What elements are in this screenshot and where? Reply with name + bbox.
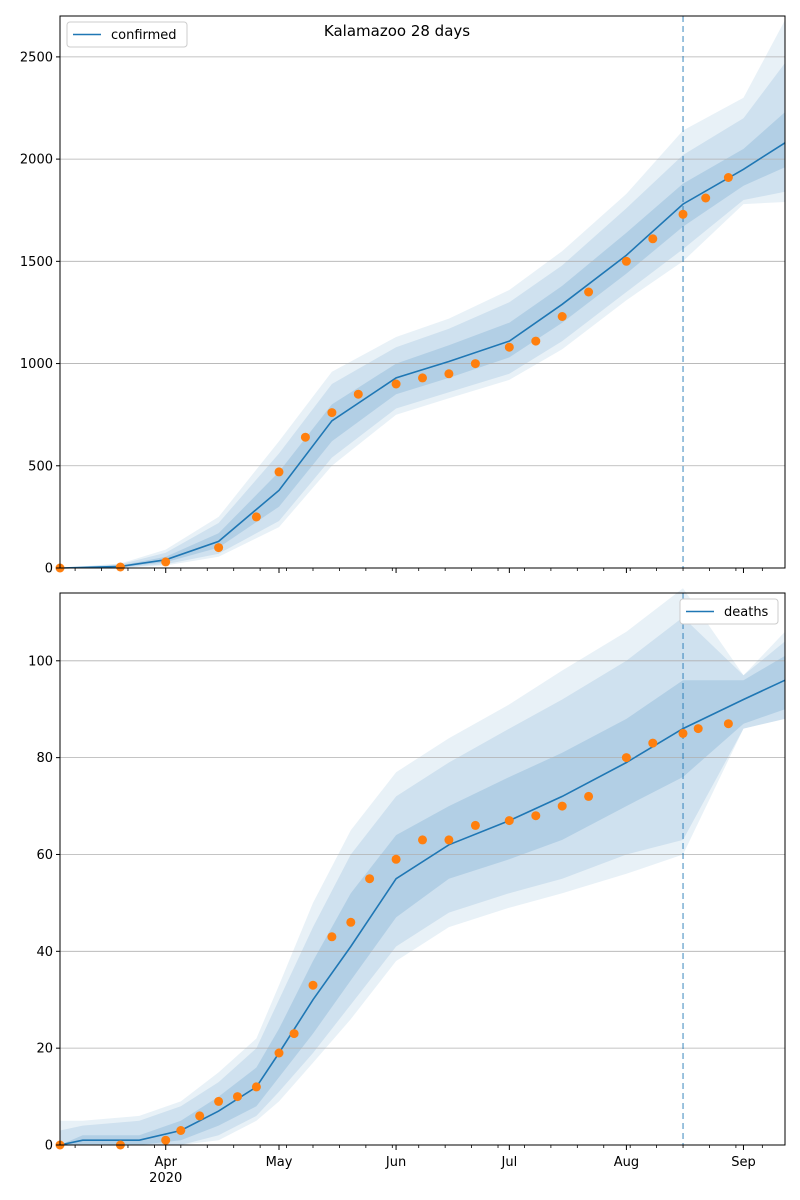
uncertainty-band-band-90-forecast <box>683 63 785 250</box>
observed-point <box>504 342 514 352</box>
observed-point <box>274 467 284 477</box>
uncertainty-band-band-50-fit <box>60 680 683 1145</box>
confirmed-observed-points <box>55 173 733 573</box>
observed-point <box>353 389 363 399</box>
observed-point <box>300 432 310 442</box>
confirmed-y-axis: 0 500 1000 1500 2000 2500 <box>20 50 60 577</box>
observed-point <box>723 173 733 182</box>
y-tick-label: 0 <box>45 1139 53 1154</box>
confirmed-panel: 0 500 1000 1500 2000 2500 Kalamazoo 28 days c… <box>20 15 786 577</box>
y-tick-label: 0 <box>45 562 53 577</box>
deaths-legend-box <box>679 598 779 625</box>
observed-point <box>678 209 688 219</box>
deaths-model-line <box>59 679 786 1146</box>
observed-point <box>161 557 171 567</box>
observed-point <box>470 359 480 369</box>
uncertainty-band-band-50-forecast <box>683 655 785 777</box>
observed-point <box>391 379 401 389</box>
confirmed-model-line <box>59 142 786 569</box>
y-tick-label: 2000 <box>20 153 53 168</box>
observed-point <box>504 816 514 826</box>
confirmed-gridlines <box>60 56 785 467</box>
deaths-x-axis-ticks <box>74 1145 763 1150</box>
observed-point <box>195 1111 205 1121</box>
observed-point <box>621 256 631 266</box>
chart-title: Kalamazoo 28 days <box>324 22 470 40</box>
confirmed-legend-label: confirmed <box>111 28 177 43</box>
x-tick-label: Apr <box>154 1155 177 1170</box>
y-tick-label: 20 <box>36 1042 53 1057</box>
y-tick-label: 80 <box>36 751 53 766</box>
uncertainty-band-band-90-forecast <box>683 617 785 840</box>
y-tick-label: 1500 <box>20 255 53 270</box>
confirmed-x-axis-ticks <box>74 568 763 573</box>
x-tick-label: Jul <box>501 1155 518 1170</box>
x-tick-label: Sep <box>731 1155 756 1170</box>
observed-point <box>327 408 337 418</box>
deaths-gridlines <box>60 660 785 1049</box>
observed-point <box>346 917 356 927</box>
observed-point <box>584 791 594 801</box>
observed-point <box>444 369 454 379</box>
observed-point <box>418 835 427 845</box>
y-tick-label: 60 <box>36 848 53 863</box>
observed-point <box>557 312 567 321</box>
y-tick-label: 40 <box>36 945 53 960</box>
observed-point <box>584 287 594 297</box>
observed-point <box>327 932 337 942</box>
observed-point <box>648 234 658 244</box>
confirmed-legend-box <box>66 21 188 48</box>
y-tick-label: 2500 <box>20 50 53 65</box>
observed-point <box>289 1029 299 1039</box>
deaths-legend: deaths <box>679 598 779 625</box>
observed-point <box>531 336 541 346</box>
observed-point <box>557 801 567 811</box>
observed-point <box>678 728 688 738</box>
observed-point <box>214 543 224 553</box>
deaths-panel: 0 20 40 60 80 100 Apr May Jun Jul Aug Sep 2020 deat… <box>28 588 786 1186</box>
deaths-legend-label: deaths <box>724 605 769 620</box>
observed-point <box>308 980 318 990</box>
observed-point <box>214 1096 224 1106</box>
x-tick-label: Aug <box>614 1155 639 1170</box>
observed-point <box>391 854 401 864</box>
y-tick-label: 1000 <box>20 357 53 372</box>
observed-point <box>161 1135 171 1145</box>
deaths-y-axis: 0 20 40 60 80 100 <box>28 654 60 1154</box>
confirmed-axes-frame <box>59 15 786 569</box>
x-axis-labels: Apr May Jun Jul Aug Sep 2020 <box>149 1155 756 1186</box>
observed-point <box>365 874 375 884</box>
observed-point <box>723 719 733 729</box>
uncertainty-band-band-90-fit <box>60 155 683 568</box>
observed-point <box>444 835 454 845</box>
uncertainty-band-band-95-forecast <box>683 588 785 855</box>
observed-point <box>251 1082 261 1092</box>
observed-point <box>274 1048 284 1058</box>
confirmed-uncertainty-bands <box>60 20 785 568</box>
observed-point <box>693 724 703 734</box>
deaths-axes-frame <box>59 592 786 1146</box>
observed-point <box>470 820 480 830</box>
observed-point <box>621 753 631 763</box>
deaths-observed-points <box>55 719 733 1150</box>
observed-point <box>233 1092 242 1102</box>
observed-point <box>648 738 658 748</box>
observed-point <box>251 512 261 522</box>
observed-point <box>701 193 711 203</box>
observed-point <box>176 1126 186 1135</box>
x-tick-label: Jun <box>385 1155 406 1170</box>
y-tick-label: 500 <box>28 459 53 474</box>
deaths-uncertainty-bands <box>60 588 785 1145</box>
x-tick-label: May <box>266 1155 293 1170</box>
confirmed-legend: confirmed <box>66 21 188 48</box>
observed-point <box>115 562 125 572</box>
uncertainty-band-band-95-fit <box>60 588 683 1145</box>
observed-point <box>531 811 541 821</box>
observed-point <box>418 373 427 383</box>
uncertainty-band-band-95-fit <box>60 130 683 568</box>
x-year-label: 2020 <box>149 1171 182 1186</box>
y-tick-label: 100 <box>28 654 53 669</box>
